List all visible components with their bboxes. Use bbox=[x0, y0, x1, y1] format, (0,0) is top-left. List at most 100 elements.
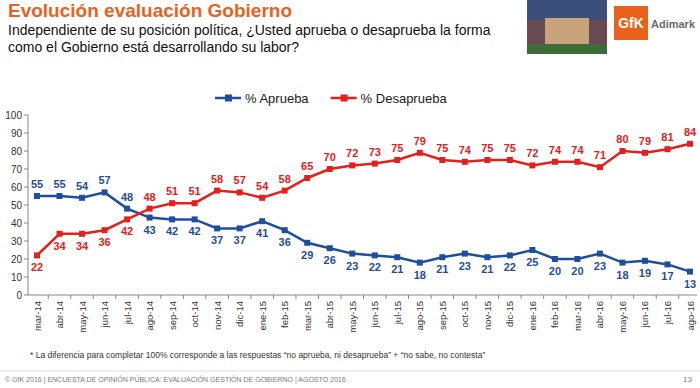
x-tick bbox=[273, 295, 274, 299]
x-tick bbox=[160, 295, 161, 299]
data-label: 13 bbox=[684, 278, 696, 290]
y-tick bbox=[24, 187, 28, 188]
photo-sky bbox=[527, 0, 607, 20]
data-label: 18 bbox=[414, 269, 426, 281]
logo-brand: GfK bbox=[618, 15, 644, 31]
y-tick bbox=[24, 115, 28, 116]
x-tick-label: jun-14 bbox=[99, 301, 110, 328]
x-tick bbox=[138, 295, 139, 299]
point-marker bbox=[124, 216, 130, 222]
data-label: 48 bbox=[121, 191, 133, 203]
data-label: 36 bbox=[98, 236, 110, 248]
y-tick-label: 80 bbox=[11, 146, 23, 157]
point-marker bbox=[642, 150, 648, 156]
data-label: 75 bbox=[391, 142, 403, 154]
y-tick bbox=[24, 223, 28, 224]
data-labels: 5555545748434242373741362926232221182123… bbox=[31, 126, 697, 290]
point-marker bbox=[619, 260, 625, 266]
data-label: 42 bbox=[188, 225, 200, 237]
chart-canvas: Evolución evaluación GobiernoGfKAdimark0… bbox=[0, 0, 700, 388]
y-tick bbox=[24, 205, 28, 206]
title: Evolución evaluación Gobierno bbox=[8, 0, 292, 21]
data-label: 57 bbox=[98, 174, 110, 186]
x-tick-label: ago-14 bbox=[144, 301, 155, 331]
point-marker bbox=[259, 195, 265, 201]
x-tick bbox=[93, 295, 94, 299]
x-tick bbox=[611, 295, 612, 299]
x-tick-label: dic-15 bbox=[504, 301, 515, 327]
data-label: 55 bbox=[31, 178, 43, 190]
logo-box bbox=[614, 6, 648, 40]
x-tick-label: may-14 bbox=[77, 301, 88, 333]
x-tick bbox=[566, 295, 567, 299]
point-marker bbox=[79, 195, 85, 201]
data-label: 58 bbox=[211, 173, 223, 185]
legend-marker bbox=[225, 95, 232, 102]
photo bbox=[527, 0, 607, 54]
data-label: 22 bbox=[369, 261, 381, 273]
data-label: 80 bbox=[616, 133, 628, 145]
y-tick-label: 60 bbox=[11, 182, 23, 193]
x-tick bbox=[250, 295, 251, 299]
data-label: 72 bbox=[526, 147, 538, 159]
point-marker bbox=[574, 159, 580, 165]
point-marker bbox=[214, 225, 220, 231]
x-tick bbox=[543, 295, 544, 299]
data-label: 74 bbox=[571, 144, 584, 156]
point-marker bbox=[192, 216, 198, 222]
x-tick bbox=[408, 295, 409, 299]
data-label: 75 bbox=[481, 142, 493, 154]
point-marker bbox=[552, 256, 558, 262]
x-tick bbox=[476, 295, 477, 299]
data-label: 74 bbox=[549, 144, 562, 156]
point-marker bbox=[619, 148, 625, 154]
point-marker bbox=[552, 159, 558, 165]
data-label: 34 bbox=[76, 240, 89, 252]
point-marker bbox=[507, 252, 513, 258]
point-marker bbox=[372, 161, 378, 167]
point-marker bbox=[574, 256, 580, 262]
x-tick-label: mar-16 bbox=[572, 301, 583, 331]
x-tick-label: nov-14 bbox=[212, 301, 223, 330]
data-label: 75 bbox=[436, 142, 448, 154]
x-tick bbox=[431, 295, 432, 299]
data-label: 21 bbox=[481, 263, 493, 275]
data-label: 37 bbox=[234, 234, 246, 246]
y-tick-label: 30 bbox=[11, 236, 23, 247]
point-marker bbox=[417, 150, 423, 156]
x-tick-label: abr-15 bbox=[324, 301, 335, 328]
data-label: 79 bbox=[639, 135, 651, 147]
y-tick-label: 10 bbox=[11, 272, 23, 283]
point-marker bbox=[349, 162, 355, 168]
data-label: 42 bbox=[166, 225, 178, 237]
data-label: 73 bbox=[369, 146, 381, 158]
data-label: 43 bbox=[143, 224, 155, 236]
data-label: 54 bbox=[76, 180, 89, 192]
data-label: 19 bbox=[639, 267, 651, 279]
x-tick-label: mar-14 bbox=[32, 301, 43, 331]
footnote: * La diferencia para completar 100% corr… bbox=[30, 350, 485, 360]
data-label: 54 bbox=[256, 180, 269, 192]
point-marker bbox=[214, 188, 220, 194]
data-label: 22 bbox=[504, 261, 516, 273]
data-label: 20 bbox=[571, 265, 583, 277]
x-tick-label: ago-16 bbox=[685, 301, 696, 331]
x-tick-label: jun-15 bbox=[369, 301, 380, 328]
footer-source: © GfK 2016 | ENCUESTA DE OPINIÓN PÚBLICA… bbox=[5, 375, 346, 384]
data-label: 17 bbox=[661, 270, 673, 282]
point-marker bbox=[34, 252, 40, 258]
point-marker bbox=[664, 146, 670, 152]
x-tick bbox=[70, 295, 71, 299]
point-marker bbox=[597, 164, 603, 170]
legend-label: % Aprueba bbox=[245, 91, 309, 106]
x-tick bbox=[386, 295, 387, 299]
point-marker bbox=[349, 251, 355, 257]
data-label: 23 bbox=[346, 260, 358, 272]
y-tick-label: 70 bbox=[11, 164, 23, 175]
data-label: 42 bbox=[121, 225, 133, 237]
x-tick-label: abr-16 bbox=[594, 301, 605, 328]
x-tick bbox=[453, 295, 454, 299]
point-marker bbox=[102, 227, 108, 233]
point-marker bbox=[34, 193, 40, 199]
subtitle: Independiente de su posición política, ¿… bbox=[8, 22, 508, 56]
